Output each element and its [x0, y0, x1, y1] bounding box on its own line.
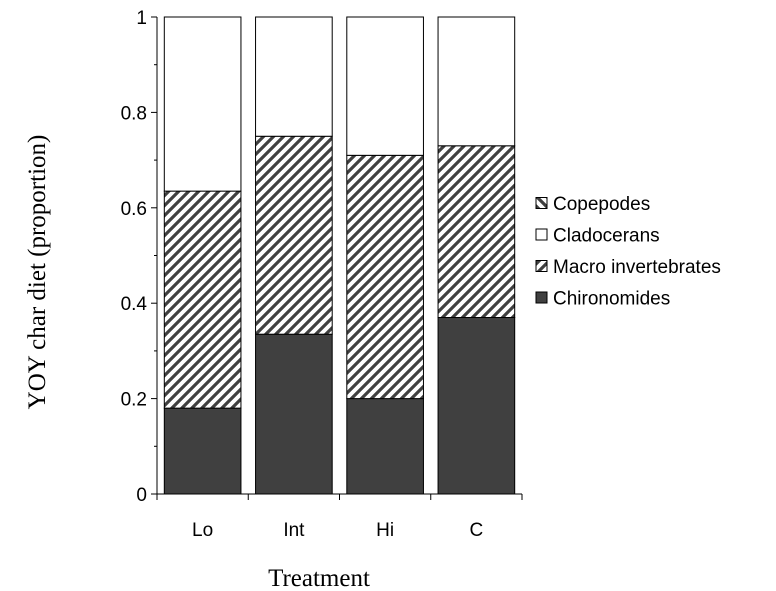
legend: Copepodes Cladocerans Macro invertebrates C… [535, 194, 721, 310]
x-axis-title: Treatment [268, 565, 370, 591]
bar-segment-hi-macro-invertebrates [346, 154, 424, 400]
y-axis-title: YOY char diet (proportion) [24, 135, 51, 410]
legend-label: Chironomides [553, 289, 670, 310]
axes-layer: 0 0.2 0.4 0.6 0.8 1 Lo Int Hi C [121, 8, 523, 541]
bar-segment-int-macro-invertebrates [255, 135, 333, 335]
y-tick-label: 0 [136, 485, 147, 506]
bar-segment-int-cladocerans [255, 16, 333, 137]
legend-label: Copepodes [553, 194, 650, 215]
bar-segment-hi-chironomides [346, 398, 424, 495]
y-tick-label: 0.4 [121, 294, 148, 315]
legend-label: Macro invertebrates [553, 257, 721, 278]
bar-segment-c-chironomides [437, 317, 516, 495]
y-tick-label: 0.2 [121, 390, 147, 411]
x-tick-label: Lo [192, 520, 213, 541]
legend-swatch-cladocerans [535, 228, 548, 241]
legend-swatch-chironomides [535, 291, 548, 304]
bar-segment-lo-chironomides [163, 407, 242, 495]
legend-swatch-macro-invertebrates [535, 260, 548, 272]
y-tick-label: 0.8 [121, 103, 147, 124]
bar-segment-lo-cladocerans [163, 16, 242, 192]
x-tick-label: C [470, 520, 484, 541]
bar-segment-lo-macro-invertebrates [163, 190, 242, 409]
bar-segment-c-macro-invertebrates [437, 145, 516, 319]
bars-layer [163, 16, 516, 495]
bar-segment-hi-cladocerans [346, 16, 424, 156]
legend-swatch-copepodes [535, 197, 548, 209]
y-tick-label: 1 [136, 8, 147, 29]
x-tick-label: Int [283, 520, 305, 541]
legend-label: Cladocerans [553, 226, 660, 247]
bar-segment-c-cladocerans [437, 16, 516, 147]
x-tick-label: Hi [376, 520, 394, 541]
bar-segment-int-chironomides [255, 333, 333, 495]
y-tick-label: 0.6 [121, 199, 147, 220]
